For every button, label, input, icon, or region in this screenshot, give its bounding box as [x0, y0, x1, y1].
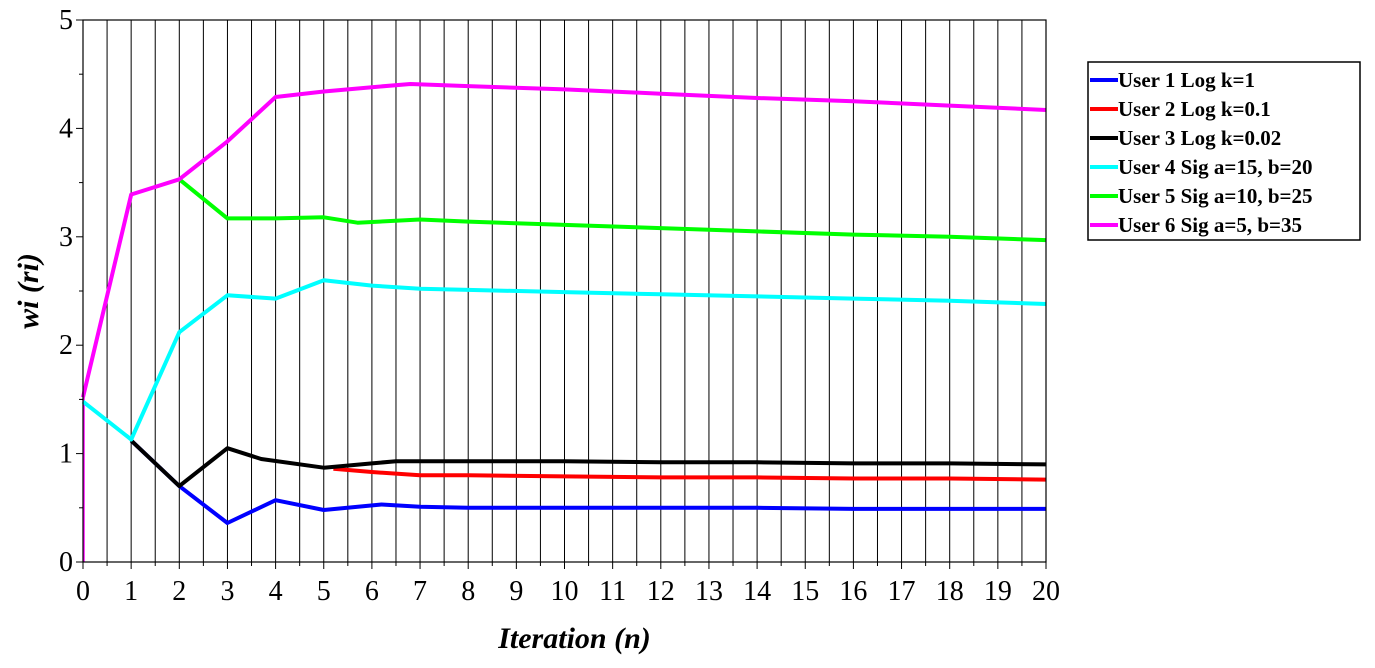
y-tick-label: 1: [59, 439, 73, 470]
y-tick-label: 0: [59, 547, 73, 578]
series-line: [81, 278, 1047, 442]
series-lines: [81, 82, 1047, 562]
x-tick-label: 19: [984, 576, 1012, 607]
x-axis-title: Iteration (n): [497, 622, 651, 655]
x-tick-label: 10: [551, 576, 579, 607]
x-tick-label: 0: [76, 576, 90, 607]
legend-box: [1087, 61, 1361, 241]
x-tick-label: 13: [695, 576, 723, 607]
legend-label: User 6 Sig a=5, b=35: [1118, 213, 1302, 237]
legend: User 1 Log k=1 User 2 Log k=0.1 User 3 Log…: [1087, 61, 1361, 241]
series-line: [129, 439, 1047, 489]
x-tick-label: 18: [936, 576, 964, 607]
x-tick-label: 5: [317, 576, 331, 607]
series-line: [178, 177, 1047, 243]
x-tick-label: 7: [413, 576, 427, 607]
y-tick-label: 5: [59, 5, 73, 36]
grid-lines: [106, 20, 1023, 562]
x-tick-label: 15: [791, 576, 819, 607]
x-tick-label: 11: [599, 576, 626, 607]
x-tick-label: 16: [839, 576, 867, 607]
legend-label: User 5 Sig a=10, b=25: [1118, 184, 1312, 208]
legend-label: User 2 Log k=0.1: [1118, 97, 1271, 121]
series-line: [333, 466, 1047, 482]
legend-label: User 4 Sig a=15, b=20: [1118, 155, 1312, 179]
x-tick-label: 20: [1032, 576, 1060, 607]
y-tick-label: 3: [59, 222, 73, 253]
x-tick-label: 1: [124, 576, 138, 607]
x-tick-labels: 0 1 2 3 4 5 6 7 8 9 10 11 12 13 14 15 16 17 18 19 20: [76, 576, 1060, 607]
legend-label: User 3 Log k=0.02: [1118, 126, 1281, 150]
y-tick-label: 2: [59, 330, 73, 361]
x-tick-label: 12: [647, 576, 675, 607]
x-tick-label: 14: [743, 576, 771, 607]
x-tick-label: 6: [365, 576, 379, 607]
x-tick-label: 4: [269, 576, 283, 607]
x-tick-label: 9: [509, 576, 523, 607]
x-tick-label: 8: [461, 576, 475, 607]
legend-label: User 1 Log k=1: [1118, 68, 1255, 92]
y-tick-label: 4: [59, 113, 73, 144]
y-tick-labels: 0 1 2 3 4 5: [59, 5, 73, 578]
series-line: [81, 82, 1047, 398]
x-tick-label: 17: [888, 576, 916, 607]
x-tick-label: 3: [220, 576, 234, 607]
x-tick-label: 2: [172, 576, 186, 607]
series-line: [129, 439, 1046, 525]
y-axis-title: wi (ri): [12, 253, 45, 329]
axes: [76, 19, 1047, 569]
